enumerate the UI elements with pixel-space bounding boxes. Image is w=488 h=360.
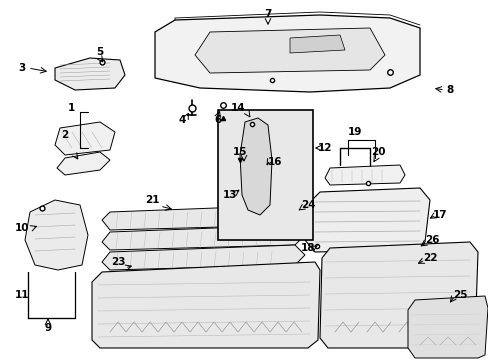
Text: 13: 13 (223, 190, 237, 200)
Text: 16: 16 (267, 157, 282, 167)
Text: 9: 9 (44, 323, 51, 333)
Text: 22: 22 (422, 253, 436, 263)
Polygon shape (25, 200, 88, 270)
Text: 26: 26 (424, 235, 438, 245)
Text: 7: 7 (264, 9, 271, 19)
Text: 24: 24 (300, 200, 315, 210)
Text: 15: 15 (232, 147, 247, 157)
Text: 18: 18 (300, 243, 315, 253)
Text: 5: 5 (96, 47, 103, 57)
Polygon shape (319, 242, 477, 348)
Text: 6: 6 (214, 115, 221, 125)
Text: 10: 10 (15, 223, 29, 233)
Polygon shape (155, 15, 419, 92)
Polygon shape (289, 35, 345, 53)
Polygon shape (240, 118, 271, 215)
Text: 3: 3 (19, 63, 25, 73)
Text: 14: 14 (230, 103, 245, 113)
Text: 17: 17 (432, 210, 447, 220)
Polygon shape (102, 225, 305, 250)
Text: 23: 23 (110, 257, 125, 267)
Text: 19: 19 (347, 127, 362, 137)
Polygon shape (102, 205, 305, 230)
Text: 2: 2 (61, 130, 68, 140)
Polygon shape (407, 296, 487, 358)
Text: 12: 12 (317, 143, 331, 153)
Polygon shape (57, 152, 110, 175)
Text: 21: 21 (144, 195, 159, 205)
Polygon shape (325, 165, 404, 185)
Text: 11: 11 (15, 290, 29, 300)
Polygon shape (55, 58, 125, 90)
Polygon shape (305, 188, 429, 252)
Text: 20: 20 (370, 147, 385, 157)
Text: 8: 8 (446, 85, 453, 95)
Polygon shape (195, 28, 384, 73)
Text: 4: 4 (178, 115, 185, 125)
Text: 1: 1 (68, 103, 75, 113)
Polygon shape (92, 262, 319, 348)
Polygon shape (55, 122, 115, 155)
Text: 25: 25 (452, 290, 467, 300)
Polygon shape (102, 245, 305, 270)
Bar (218, 110, 312, 240)
